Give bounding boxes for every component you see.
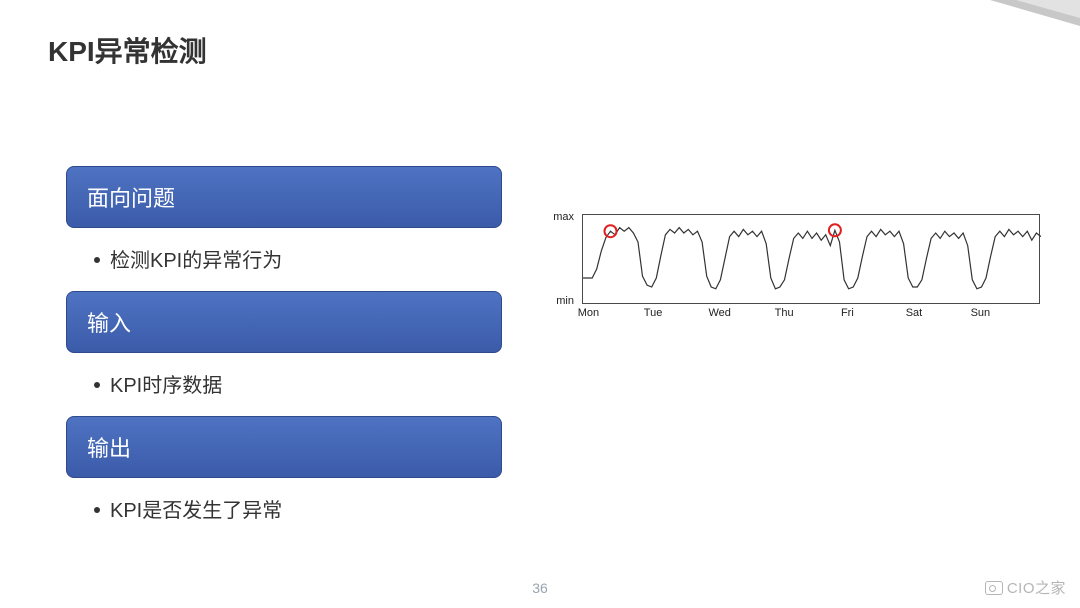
block-body: KPI是否发生了异常 [66, 478, 502, 541]
x-tick-label: Mon [578, 307, 599, 319]
block-header: 面向问题 [66, 166, 502, 228]
x-tick-label: Wed [709, 307, 731, 319]
kpi-timeseries-chart: max min Mon Tue Wed Thu Fri Sat Sun [550, 214, 1050, 324]
x-tick-label: Thu [775, 307, 794, 319]
block-problem: 面向问题 检测KPI的异常行为 [66, 166, 502, 291]
block-input: 输入 KPI时序数据 [66, 291, 502, 416]
y-max-label: max [553, 211, 574, 223]
bullet-icon [94, 257, 100, 263]
y-axis-labels: max min [550, 214, 580, 304]
slide: { "title": "KPI异常检测", "blocks": [ { "hea… [0, 0, 1080, 608]
chart-svg [583, 215, 1041, 305]
bullet-text: 检测KPI的异常行为 [110, 250, 282, 272]
bullet-text: KPI时序数据 [110, 375, 222, 397]
x-tick-label: Fri [841, 307, 854, 319]
block-header: 输出 [66, 416, 502, 478]
y-min-label: min [556, 295, 574, 307]
block-body: 检测KPI的异常行为 [66, 228, 502, 291]
block-header: 输入 [66, 291, 502, 353]
block-output: 输出 KPI是否发生了异常 [66, 416, 502, 541]
kpi-series-line [583, 228, 1041, 289]
corner-decoration [990, 0, 1080, 60]
watermark: CIO之家 [985, 577, 1066, 598]
bullet-icon [94, 382, 100, 388]
page-number: 36 [532, 580, 548, 596]
slide-title: KPI异常检测 [48, 30, 207, 70]
bullet-text: KPI是否发生了异常 [110, 500, 282, 522]
watermark-text: CIO之家 [1007, 577, 1066, 598]
content-blocks: 面向问题 检测KPI的异常行为 输入 KPI时序数据 输出 KPI是否发生了异常 [66, 166, 502, 541]
x-tick-label: Sat [906, 307, 923, 319]
watermark-icon [985, 581, 1003, 595]
chart-plot-area [582, 214, 1040, 304]
x-tick-label: Tue [644, 307, 663, 319]
bullet-icon [94, 507, 100, 513]
x-tick-label: Sun [971, 307, 991, 319]
block-body: KPI时序数据 [66, 353, 502, 416]
x-axis-labels: MonTueWedThuFriSatSun [582, 307, 1040, 323]
